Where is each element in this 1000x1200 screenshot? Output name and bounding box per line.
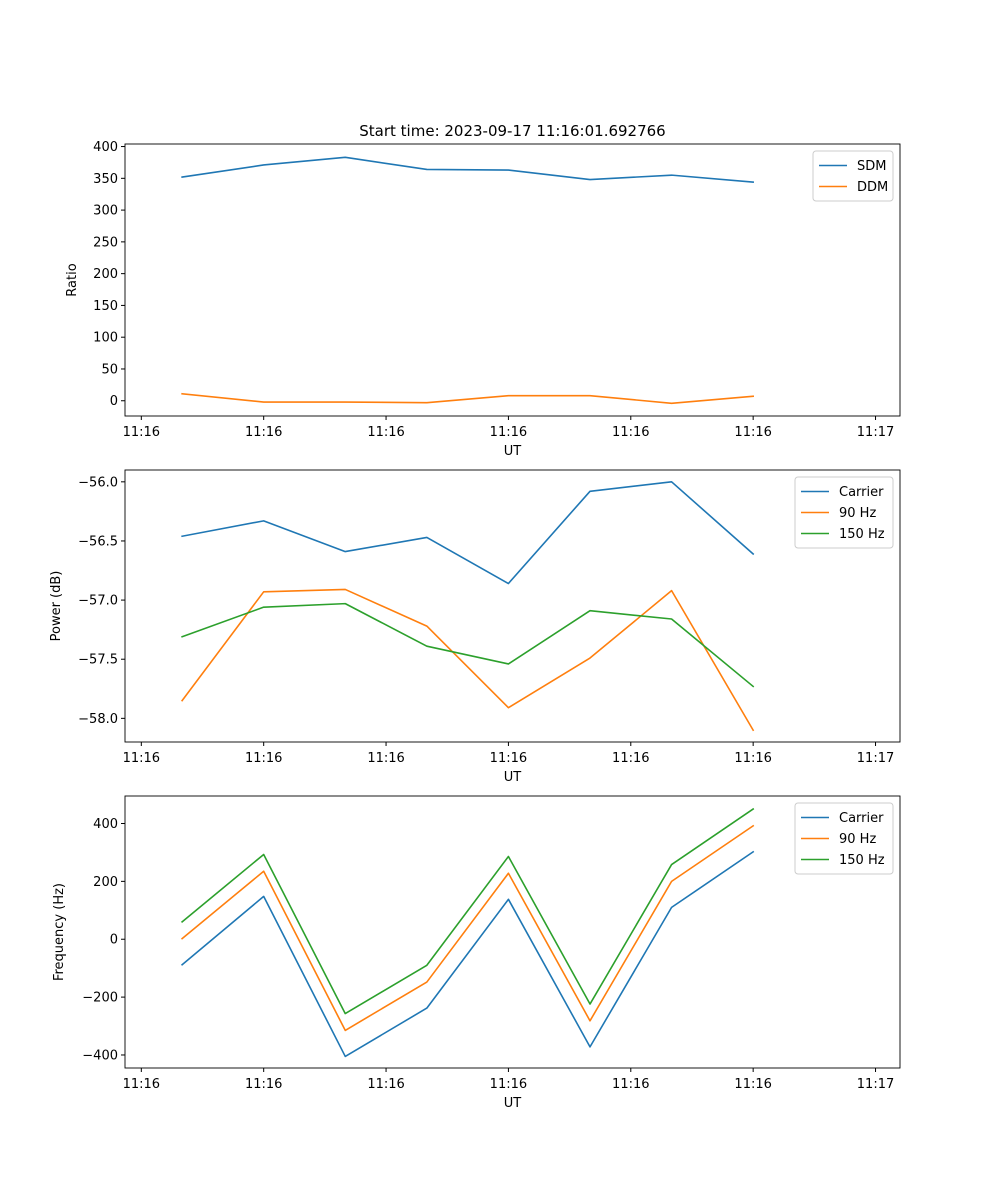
x-tick-label: 11:16 <box>734 751 771 766</box>
chart-title: Start time: 2023-09-17 11:16:01.692766 <box>359 122 665 140</box>
y-tick-label: 150 <box>93 299 118 314</box>
axes-frame <box>124 795 901 1069</box>
legend: Carrier 90 Hz 150 Hz <box>794 476 894 549</box>
y-axis-label: Frequency (Hz) <box>52 883 67 981</box>
axes-frame <box>124 143 901 417</box>
series-line-90-hz <box>180 824 755 1032</box>
legend: SDM DDM <box>812 150 894 202</box>
series-line-ddm <box>181 392 755 405</box>
y-tick-label: 300 <box>93 204 118 219</box>
y-tick-label: 200 <box>93 267 118 282</box>
y-tick-label: 400 <box>93 817 118 832</box>
series-line-90-hz <box>180 588 755 732</box>
y-tick-label: −200 <box>82 991 118 1006</box>
x-tick-label: 11:17 <box>857 751 894 766</box>
legend-box <box>812 150 894 202</box>
y-axis-label: Ratio <box>65 263 80 296</box>
power-subplot: 11:16 11:16 11:16 11:16 11:16 11:16 11:17 −58.0… <box>49 469 901 785</box>
x-tick-label: 11:16 <box>490 1077 527 1092</box>
y-axis-label: Power (dB) <box>49 571 64 642</box>
x-tick-label: 11:16 <box>367 425 404 440</box>
y-tick-label: −58.0 <box>78 712 118 727</box>
x-tick-label: 11:16 <box>245 425 282 440</box>
legend-box <box>794 476 894 549</box>
x-axis-label: UT <box>504 444 522 459</box>
ratio-subplot: Start time: 2023-09-17 11:16:01.692766 11… <box>65 122 901 459</box>
x-tick-label: 11:16 <box>490 751 527 766</box>
y-tick-label: 400 <box>93 140 118 155</box>
x-tick-label: 11:16 <box>123 1077 160 1092</box>
legend-entry: Carrier <box>839 811 884 826</box>
x-tick-label: 11:16 <box>734 425 771 440</box>
x-tick-label: 11:17 <box>857 425 894 440</box>
x-tick-label: 11:16 <box>490 425 527 440</box>
y-tick-label: 350 <box>93 172 118 187</box>
legend-entry: 150 Hz <box>839 527 885 542</box>
x-tick-label: 11:16 <box>734 1077 771 1092</box>
y-tick-label: 0 <box>110 394 118 409</box>
y-tick-label: 0 <box>110 933 118 948</box>
legend: Carrier 90 Hz 150 Hz <box>794 802 894 875</box>
y-tick-label: −56.0 <box>78 475 118 490</box>
frequency-subplot: 11:16 11:16 11:16 11:16 11:16 11:16 11:17 −400 −… <box>52 795 901 1111</box>
legend-entry: 90 Hz <box>839 506 876 521</box>
y-tick-label: 250 <box>93 235 118 250</box>
legend-entry: DDM <box>857 180 888 195</box>
y-tick-label: 200 <box>93 875 118 890</box>
y-tick-label: 100 <box>93 331 118 346</box>
legend-entry: 90 Hz <box>839 832 876 847</box>
legend-entry: SDM <box>857 159 886 174</box>
legend-box <box>794 802 894 875</box>
x-tick-label: 11:16 <box>612 425 649 440</box>
y-tick-label: 50 <box>101 362 118 377</box>
legend-entry: Carrier <box>839 485 884 500</box>
y-tick-label: −57.0 <box>78 594 118 609</box>
x-tick-label: 11:16 <box>245 1077 282 1092</box>
series-line-150-hz <box>181 602 755 688</box>
series-line-carrier <box>181 481 755 585</box>
x-axis-label: UT <box>504 1096 522 1111</box>
x-tick-label: 11:17 <box>857 1077 894 1092</box>
x-tick-label: 11:16 <box>367 1077 404 1092</box>
y-tick-label: −400 <box>82 1048 118 1063</box>
x-tick-label: 11:16 <box>123 425 160 440</box>
y-tick-label: −57.5 <box>78 653 118 668</box>
series-line-carrier <box>180 850 755 1058</box>
x-tick-label: 11:16 <box>245 751 282 766</box>
y-tick-label: −56.5 <box>78 534 118 549</box>
series-line-sdm <box>181 156 755 183</box>
x-tick-label: 11:16 <box>123 751 160 766</box>
x-axis-label: UT <box>504 770 522 785</box>
axes-frame <box>124 469 901 743</box>
x-tick-label: 11:16 <box>612 751 649 766</box>
series-line-150-hz <box>180 807 755 1015</box>
legend-entry: 150 Hz <box>839 853 885 868</box>
x-tick-label: 11:16 <box>367 751 404 766</box>
x-tick-label: 11:16 <box>612 1077 649 1092</box>
